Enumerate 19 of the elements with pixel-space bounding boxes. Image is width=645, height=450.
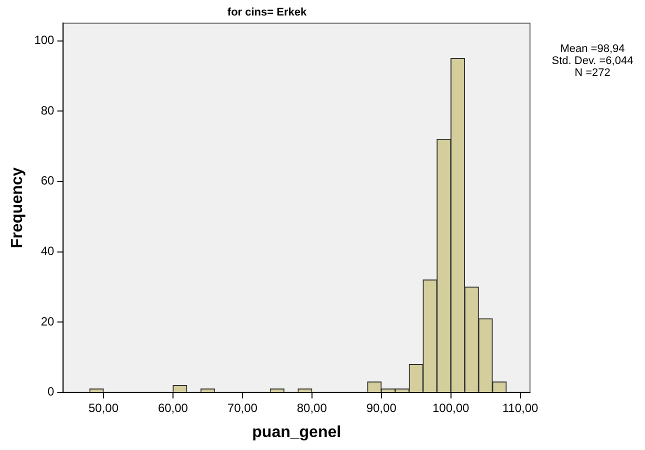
y-tick-label: 100: [34, 33, 55, 48]
y-axis-title: Frequency: [9, 167, 26, 248]
x-tick-label: 50,00: [88, 400, 119, 415]
x-tick-label: 100,00: [432, 400, 470, 415]
x-axis-title: puan_genel: [252, 424, 342, 441]
y-tick-label: 0: [48, 384, 55, 399]
x-tick-label: 90,00: [366, 400, 397, 415]
text: N =272: [574, 67, 612, 79]
x-tick-label: 60,00: [158, 400, 188, 415]
x-tick-label: 110,00: [502, 400, 539, 415]
text: Mean =98,94: [559, 43, 626, 55]
y-tick-label: 60: [40, 174, 55, 188]
x-tick-label: 70,00: [227, 400, 258, 415]
y-tick-label: 20: [40, 314, 55, 328]
y-tick-label: 80: [40, 103, 55, 118]
text: Std. Dev. =6,044: [550, 55, 634, 67]
x-tick-label: 80,00: [296, 400, 328, 415]
y-tick-label: 40: [40, 244, 55, 258]
chart-title: for cins= Erkek: [227, 6, 308, 19]
